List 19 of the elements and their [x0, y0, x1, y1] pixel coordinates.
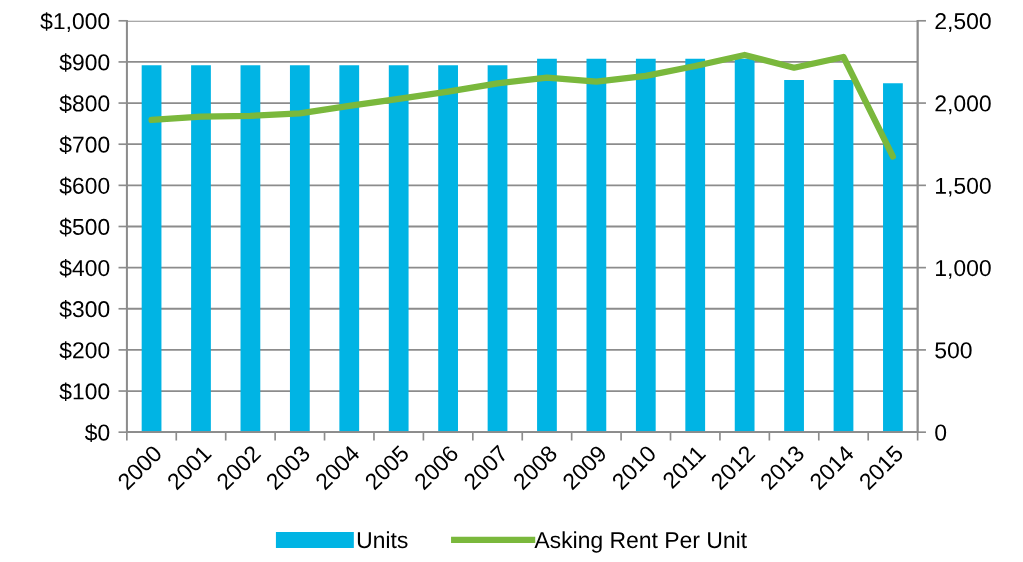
y-tick-label: $400 [59, 258, 110, 278]
y-tick-label: $700 [59, 135, 110, 155]
y2-tick-label: 500 [935, 342, 972, 359]
legend-label: Asking Rent Per Unit [534, 531, 747, 553]
y2-tick-label: 0 [935, 424, 947, 441]
y2-tick-label: 1,000 [936, 259, 991, 279]
y-tick-label: $500 [59, 217, 110, 237]
y-tick-label: $800 [59, 94, 110, 113]
y-tick-label: $200 [59, 341, 110, 360]
y-tick-label: $900 [59, 53, 110, 72]
y2-tick-label: 2,500 [935, 13, 991, 33]
y2-tick-label: 2,000 [935, 95, 991, 115]
y2-tick-label: 1,500 [936, 177, 991, 197]
y-tick-label: $600 [59, 176, 110, 196]
y-tick-label: $300 [59, 300, 110, 319]
legend-label: Units [357, 531, 408, 549]
y-tick-label: $100 [59, 382, 110, 401]
y-tick-label: $1,000 [40, 12, 110, 33]
y-tick-label: $0 [84, 423, 110, 443]
